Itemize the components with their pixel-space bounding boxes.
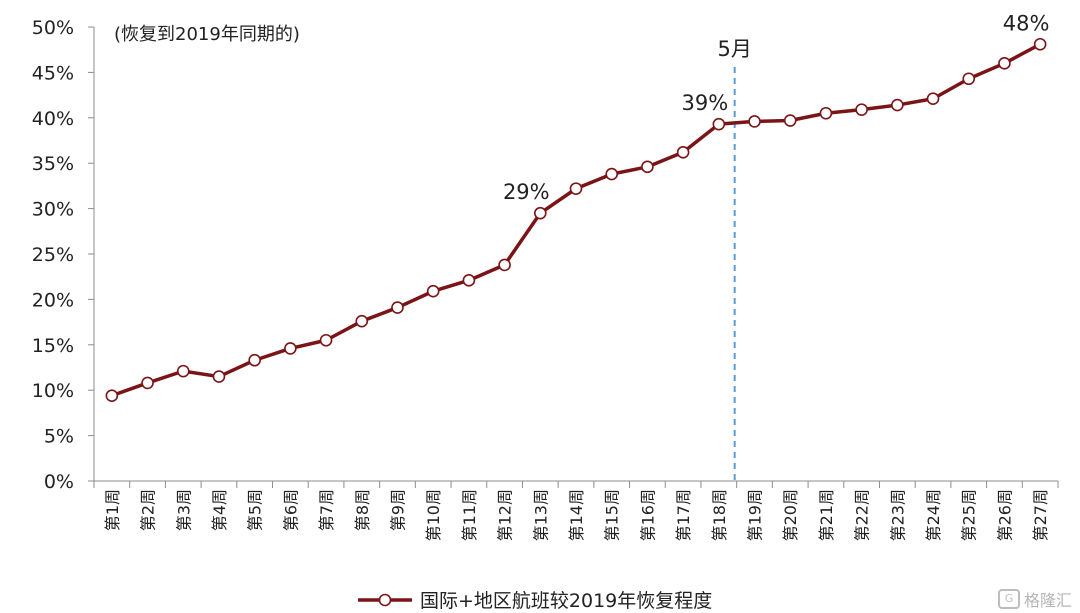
data-point xyxy=(533,206,547,220)
data-point xyxy=(498,258,511,272)
x-tick-label: 第3周 xyxy=(174,489,193,531)
y-tick-label: 5% xyxy=(44,426,74,448)
data-point xyxy=(105,389,119,402)
x-tick-label: 第10周 xyxy=(424,489,443,541)
x-tick-label: 第25周 xyxy=(960,489,979,541)
watermark-text: 格隆汇 xyxy=(1023,591,1072,610)
data-point xyxy=(641,160,654,174)
data-point xyxy=(141,376,154,390)
data-point xyxy=(248,353,261,367)
x-tick-label: 第11周 xyxy=(460,489,479,541)
x-tick-label: 第26周 xyxy=(995,489,1014,541)
x-tick-label: 第6周 xyxy=(281,489,300,531)
y-tick-label: 10% xyxy=(32,380,74,402)
x-tick-label: 第2周 xyxy=(139,489,158,531)
data-point xyxy=(855,103,868,116)
x-tick-label: 第14周 xyxy=(567,489,586,541)
x-tick-label: 第4周 xyxy=(210,489,229,531)
y-tick-label: 45% xyxy=(32,62,74,84)
x-tick-label: 第12周 xyxy=(496,489,515,541)
x-axis: 第1周 第2周 第3周 第4周 第5周 第6周 第7周 第8周 第9周 第10周 第11周 第12周第… xyxy=(93,480,1059,541)
y-tick-label: 0% xyxy=(44,471,74,493)
data-point xyxy=(284,342,297,355)
x-tick-label: 第21周 xyxy=(817,489,836,541)
data-point xyxy=(783,114,797,127)
x-tick-label: 第22周 xyxy=(853,489,872,541)
data-label: 29% xyxy=(503,180,550,204)
may-divider: 5月 xyxy=(717,37,752,481)
divider-label: 5月 xyxy=(717,37,751,61)
data-label: 39% xyxy=(681,91,728,115)
legend: 国际+地区航班较2019年恢复程度 xyxy=(358,590,712,612)
watermark: G 格隆汇 xyxy=(997,587,1072,611)
data-point xyxy=(962,72,976,86)
data-point xyxy=(391,301,404,314)
y-axis: 0% 5% 10% 15% 20% 25% 30% 35% 40% 45% 50% xyxy=(32,17,95,493)
data-point xyxy=(319,333,333,347)
data-point xyxy=(926,92,940,106)
x-tick-label: 第20周 xyxy=(781,489,800,541)
x-tick-label: 第15周 xyxy=(603,489,622,541)
x-tick-label: 第5周 xyxy=(246,489,265,531)
watermark-logo-icon: G xyxy=(997,589,1020,609)
x-tick-label: 第27周 xyxy=(1031,489,1050,541)
data-point xyxy=(569,182,583,195)
data-point xyxy=(355,314,369,328)
data-point xyxy=(998,57,1011,70)
y-tick-label: 20% xyxy=(32,289,74,311)
series-path xyxy=(111,42,1041,398)
x-tick-label: 第9周 xyxy=(388,489,407,531)
x-tick-label: 第19周 xyxy=(746,489,765,541)
y-tick-label: 30% xyxy=(32,199,74,221)
x-tick-label: 第24周 xyxy=(924,489,943,541)
series-line xyxy=(105,37,1047,402)
x-tick-label: 第16周 xyxy=(638,489,657,541)
y-tick-label: 25% xyxy=(32,244,74,266)
x-tick-label: 第8周 xyxy=(353,489,372,531)
data-point xyxy=(212,370,226,383)
data-point xyxy=(676,146,690,159)
data-point xyxy=(605,167,619,181)
legend-label: 国际+地区航班较2019年恢复程度 xyxy=(420,590,712,612)
x-tick-label: 第17周 xyxy=(674,489,693,541)
x-tick-label: 第1周 xyxy=(103,489,122,531)
data-point xyxy=(1033,37,1047,51)
data-label: 48% xyxy=(1003,11,1050,35)
legend-circle-marker xyxy=(378,593,392,607)
y-tick-label: 35% xyxy=(32,153,74,175)
x-tick-label: 第18周 xyxy=(710,489,729,541)
x-tick-label: 第7周 xyxy=(317,489,336,531)
data-point xyxy=(819,106,833,120)
data-point xyxy=(176,364,190,378)
x-tick-label: 第13周 xyxy=(531,489,550,541)
y-tick-label: 50% xyxy=(32,17,74,39)
y-tick-label: 15% xyxy=(32,335,74,357)
chart-subtitle: (恢复到2019年同期的) xyxy=(114,24,300,45)
data-point xyxy=(748,115,761,128)
value-annotations: 29% 39% 48% xyxy=(503,11,1050,204)
data-point xyxy=(462,274,476,287)
x-tick-label: 第23周 xyxy=(888,489,907,541)
data-point xyxy=(891,98,904,112)
data-point xyxy=(426,284,440,298)
data-point xyxy=(712,117,726,131)
y-tick-label: 40% xyxy=(32,108,74,130)
